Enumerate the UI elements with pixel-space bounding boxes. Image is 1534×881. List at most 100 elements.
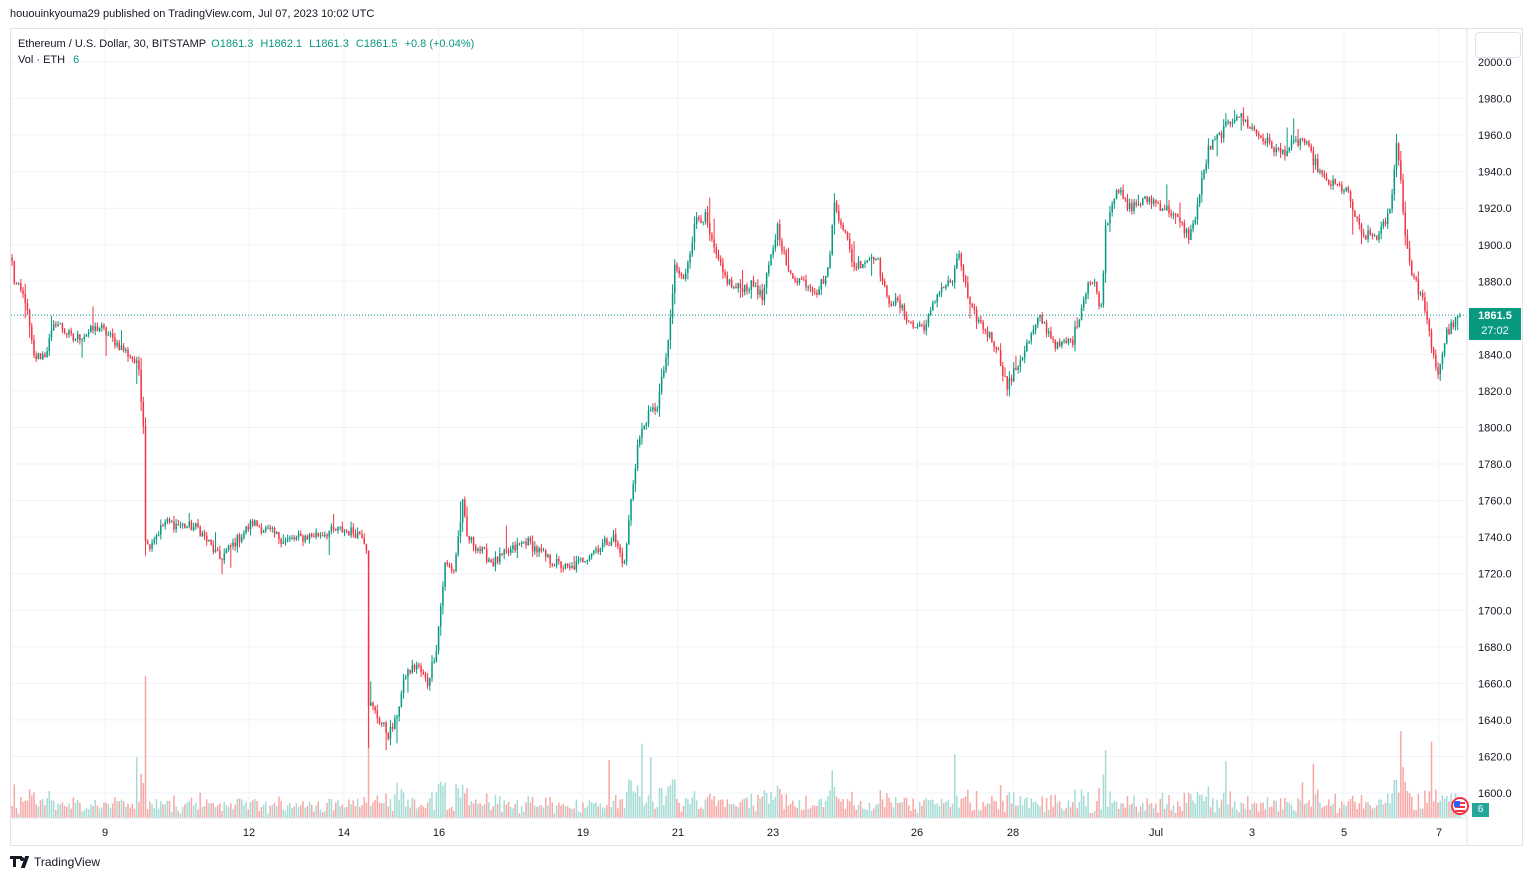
candle-body [339, 526, 341, 528]
candle-body [103, 324, 105, 328]
candle-body [485, 548, 488, 562]
candle-body [647, 410, 650, 424]
volume-bar [914, 808, 917, 818]
candle-body [818, 289, 820, 295]
candle-body [1004, 375, 1006, 377]
tradingview-brand-label: TradingView [34, 855, 101, 869]
candle-body [1030, 333, 1033, 341]
volume-bar [1047, 809, 1050, 818]
volume-bar [267, 813, 269, 818]
candle-body [41, 354, 44, 360]
volume-bar [1437, 802, 1439, 818]
us-flag-icon[interactable] [1451, 797, 1469, 815]
candle-body [785, 251, 788, 266]
candle-body [133, 359, 136, 363]
last-price-value: 1861.5 [1478, 310, 1512, 322]
volume-bar [1288, 802, 1291, 818]
volume-bar [166, 800, 169, 818]
candle-body [1039, 314, 1041, 318]
candle-body [1159, 203, 1162, 211]
candle-body [100, 324, 103, 328]
volume-bar [1124, 807, 1127, 818]
candle-body [238, 534, 241, 542]
candle-body [488, 559, 490, 562]
volume-bar [853, 805, 855, 818]
candle-body [420, 666, 422, 673]
candle-body [254, 520, 256, 526]
candle-body [1157, 202, 1159, 204]
volume-bar [929, 800, 932, 818]
candle-body [1417, 279, 1420, 295]
candle-body [46, 351, 48, 358]
volume-bar [422, 806, 425, 818]
candle-body [1006, 376, 1008, 390]
volume-bar [792, 800, 794, 818]
volume-bar [1017, 805, 1019, 818]
candle-body [713, 239, 715, 248]
volume-bar [133, 808, 136, 818]
volume-bar [886, 793, 888, 818]
candle-body [282, 542, 285, 544]
volume-bar [785, 794, 788, 818]
volume-bar [402, 792, 405, 818]
candle-body [1308, 141, 1310, 147]
candle-body [1098, 292, 1100, 307]
candle-body [601, 543, 604, 548]
volume-bar [186, 802, 188, 818]
volume-bar [135, 757, 138, 818]
volume-bar [50, 800, 53, 818]
candle-body [792, 273, 794, 279]
volume-bar [873, 808, 875, 818]
volume-bar [903, 797, 906, 818]
candle-body [1107, 223, 1109, 226]
candle-body [439, 606, 442, 627]
volume-bar [1168, 795, 1170, 818]
volume-bar [1072, 802, 1074, 818]
volume-value-badge: 6 [1472, 803, 1489, 817]
volume-bar [286, 805, 289, 818]
price-scale-settings-button[interactable] [1475, 32, 1521, 58]
candle-body [297, 533, 300, 537]
volume-bar [1321, 807, 1323, 818]
candle-body [1393, 169, 1396, 195]
volume-bar [523, 811, 525, 818]
volume-bar [980, 810, 982, 818]
candle-body [17, 283, 20, 285]
candle-body [667, 340, 669, 358]
volume-bar [52, 800, 55, 818]
volume-bar [1026, 797, 1028, 818]
candle-body [1376, 235, 1378, 240]
candle-body [39, 353, 42, 360]
volume-bar [1034, 801, 1037, 818]
candle-body [671, 293, 674, 318]
candle-body [236, 534, 239, 547]
candle-body [649, 409, 652, 411]
candle-body [1231, 122, 1234, 124]
candle-body [531, 541, 534, 552]
volume-bar [260, 806, 263, 818]
candle-body [477, 548, 479, 551]
candle-body [1391, 194, 1393, 210]
candle-body [1128, 203, 1131, 210]
candle-body [964, 276, 967, 284]
price-tick-label: 1880.0 [1478, 276, 1512, 288]
candle-body [962, 266, 965, 277]
candle-body [1397, 143, 1400, 161]
volume-bar [573, 808, 575, 818]
volume-bar [831, 770, 833, 818]
candle-body [413, 665, 416, 670]
candle-body [1421, 293, 1424, 298]
tradingview-logo[interactable]: TradingView [10, 855, 100, 869]
candle-body [135, 360, 138, 363]
candle-body [302, 535, 304, 542]
volume-bar [778, 788, 781, 818]
volume-bar [800, 809, 803, 818]
volume-bar [604, 808, 606, 818]
volume-bar [205, 799, 208, 818]
candle-body [286, 538, 289, 541]
candle-body [1435, 354, 1437, 368]
volume-bar [208, 803, 210, 818]
candle-body [656, 408, 659, 412]
volume-bar [1111, 802, 1113, 818]
